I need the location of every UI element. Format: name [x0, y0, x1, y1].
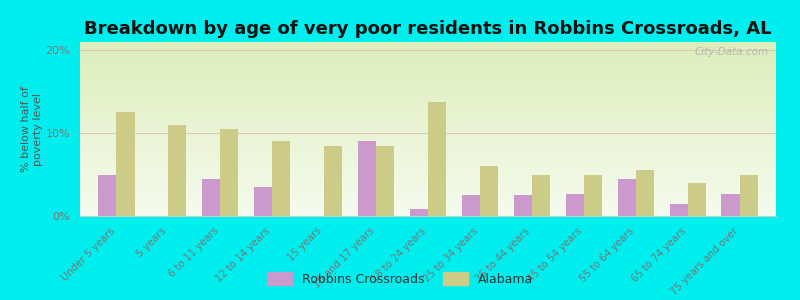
Title: Breakdown by age of very poor residents in Robbins Crossroads, AL: Breakdown by age of very poor residents … — [84, 20, 772, 38]
Bar — [618, 179, 636, 216]
Bar — [584, 175, 602, 216]
Bar — [670, 204, 688, 216]
Bar — [98, 175, 116, 216]
Text: City-Data.com: City-Data.com — [695, 47, 769, 57]
Bar — [740, 175, 758, 216]
Bar — [272, 141, 290, 216]
Legend: Robbins Crossroads, Alabama: Robbins Crossroads, Alabama — [262, 267, 538, 291]
Bar — [566, 194, 584, 216]
Bar — [376, 146, 394, 216]
Bar — [358, 141, 376, 216]
Bar — [410, 209, 428, 216]
Bar — [254, 187, 272, 216]
Bar — [688, 183, 706, 216]
Bar — [168, 125, 186, 216]
Bar — [428, 102, 446, 216]
Bar — [480, 166, 498, 216]
Bar — [532, 175, 550, 216]
Bar — [636, 170, 654, 216]
Bar — [202, 179, 220, 216]
Bar — [514, 195, 532, 216]
Bar — [462, 195, 480, 216]
Y-axis label: % below half of
poverty level: % below half of poverty level — [21, 86, 42, 172]
Bar — [116, 112, 134, 216]
Bar — [220, 129, 238, 216]
Bar — [324, 146, 342, 216]
Bar — [722, 194, 740, 216]
